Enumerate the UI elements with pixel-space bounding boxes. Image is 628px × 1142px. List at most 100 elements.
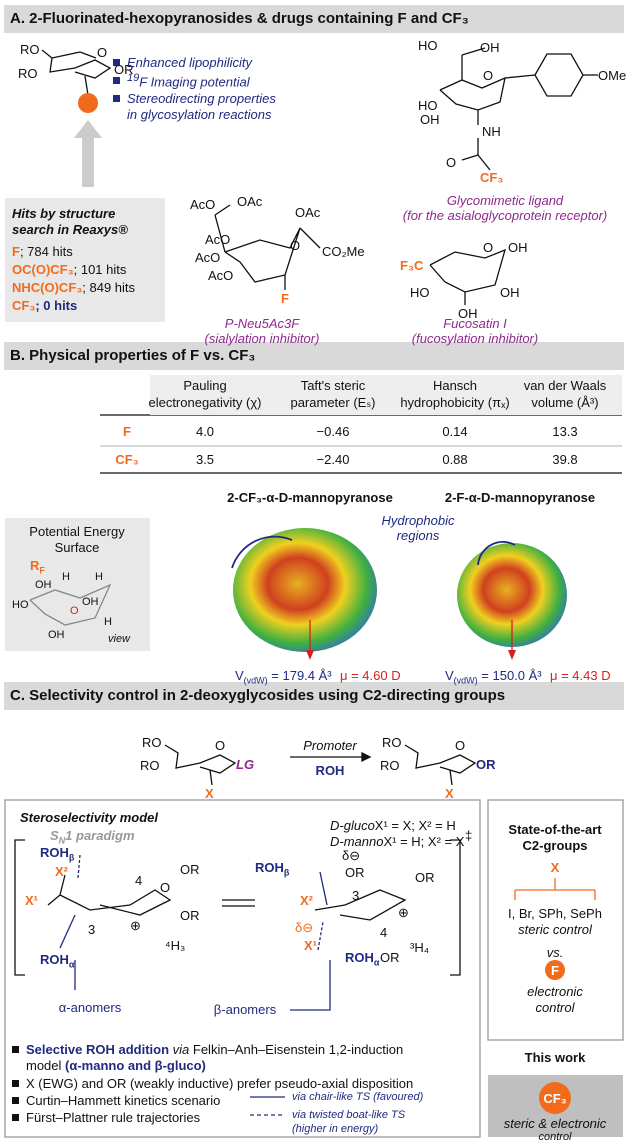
bond (461, 47, 486, 56)
dipole (508, 650, 516, 660)
label: OR (476, 757, 496, 772)
label: OH (500, 285, 520, 300)
caption: (sialylation inhibitor) (204, 331, 320, 346)
label: OH (35, 579, 52, 591)
table-cell: 4.0 (195, 424, 215, 439)
header-bar (4, 682, 624, 710)
side-box (487, 799, 624, 1041)
label: ⊕ (398, 905, 409, 920)
label: O (455, 738, 466, 753)
bullet (12, 1097, 19, 1104)
label: X (445, 786, 454, 801)
section-title: A. 2-Fluorinated-hexopyranosides & drugs… (10, 10, 469, 27)
bond (504, 74, 536, 79)
label: HO (12, 599, 29, 611)
text-part: ROH (40, 845, 69, 860)
label: steric control (518, 922, 592, 937)
bullet-text: Curtin–Hammett kinetics scenario (26, 1093, 221, 1108)
bullet-text: X (EWG) and OR (weakly inductive) prefer… (26, 1076, 414, 1091)
label: CO₂Me (322, 244, 365, 259)
column-header: electronegativity (χ) (148, 395, 262, 410)
text-part: α (68, 959, 75, 970)
fluorine-dot (78, 93, 98, 113)
bullet (113, 95, 120, 102)
molecule-name: 2-CF₃-α-D-mannopyranose (227, 490, 393, 505)
text-part: OC(O)CF₃ (12, 262, 74, 277)
label: OAc (237, 194, 263, 209)
legend-text: via chair-like TS (favoured) (292, 1091, 424, 1103)
bullet-text: model (α-manno and β-gluco) (26, 1058, 206, 1073)
bracket (14, 839, 25, 976)
bond (214, 214, 226, 253)
text-part: CF₃ (12, 298, 36, 313)
label: HO (418, 38, 438, 53)
hits-line: F; 784 hits (12, 244, 73, 259)
label: δ⊖ (342, 848, 361, 863)
text-part: X¹ = H; X² = X (383, 834, 465, 849)
label: OR (345, 865, 365, 880)
column-header: Taft's steric (300, 378, 366, 393)
anomer-label: β-anomers (213, 1002, 277, 1017)
anomer-label: α-anomers (58, 1000, 122, 1015)
trajectory (77, 854, 81, 879)
ring (29, 583, 112, 626)
row-header: F (123, 424, 131, 439)
header-bar (4, 5, 624, 33)
text-part: V (445, 668, 454, 683)
text-part: F (12, 244, 20, 259)
section-title: C. Selectivity control in 2-deoxyglycosi… (10, 687, 506, 704)
bracket (450, 839, 461, 976)
label: 3 (88, 922, 96, 937)
text-part: N (58, 835, 66, 846)
label: 3 (352, 888, 360, 903)
legend-text: via twisted boat-like TS (292, 1109, 406, 1121)
bond (79, 51, 97, 59)
hydrophobic-arc (477, 540, 516, 566)
bullet-text: 19F Imaging potential (127, 71, 250, 89)
esp-surface (233, 528, 377, 652)
phenyl (534, 53, 584, 97)
label: RO (140, 758, 160, 773)
column-header: parameter (Eₛ) (290, 395, 376, 410)
label: δ⊖ (295, 920, 314, 935)
hits-line: OC(O)CF₃; 101 hits (12, 262, 126, 277)
label: ⊕ (130, 918, 141, 933)
hydrophobic-arc (231, 535, 293, 569)
model-title: Steroselectivity model (20, 810, 158, 825)
label: OH (420, 112, 440, 127)
label: vs. (546, 945, 564, 960)
label: This work (524, 1050, 586, 1065)
ring (41, 49, 112, 79)
bond (214, 204, 231, 216)
label: O (215, 738, 226, 753)
label: OMe (598, 68, 627, 83)
box-title: Potential Energy (29, 524, 125, 539)
label: control (535, 1000, 575, 1015)
table-cell: −2.40 (316, 452, 350, 467)
label: F (551, 963, 559, 978)
text-part: = 179.4 Å³ (267, 668, 332, 683)
column-header: hydrophobicity (πₓ) (400, 395, 510, 410)
bond (477, 154, 491, 171)
table-cell: −0.46 (316, 424, 350, 439)
label: OH (48, 629, 65, 641)
bond (209, 769, 213, 786)
label: ROHα (345, 950, 379, 971)
text-part: model (26, 1058, 66, 1073)
legend-text: (higher in energy) (292, 1123, 379, 1135)
bond (461, 154, 479, 161)
bullet-text: Fürst–Plattner rule trajectories (26, 1110, 201, 1125)
table-cell: 0.14 (442, 424, 468, 439)
trajectory (319, 871, 328, 906)
ring (59, 889, 172, 916)
text-part: via (169, 1042, 193, 1057)
label: LG (236, 757, 255, 772)
bullet-text: Stereodirecting properties (127, 91, 276, 106)
text-part: α (373, 957, 380, 968)
label: ³H₄ (410, 940, 430, 955)
label: H (104, 616, 112, 628)
hits-title: Hits by structure (12, 206, 116, 221)
reaction-arrow (361, 751, 372, 763)
row-header: CF₃ (115, 452, 139, 467)
